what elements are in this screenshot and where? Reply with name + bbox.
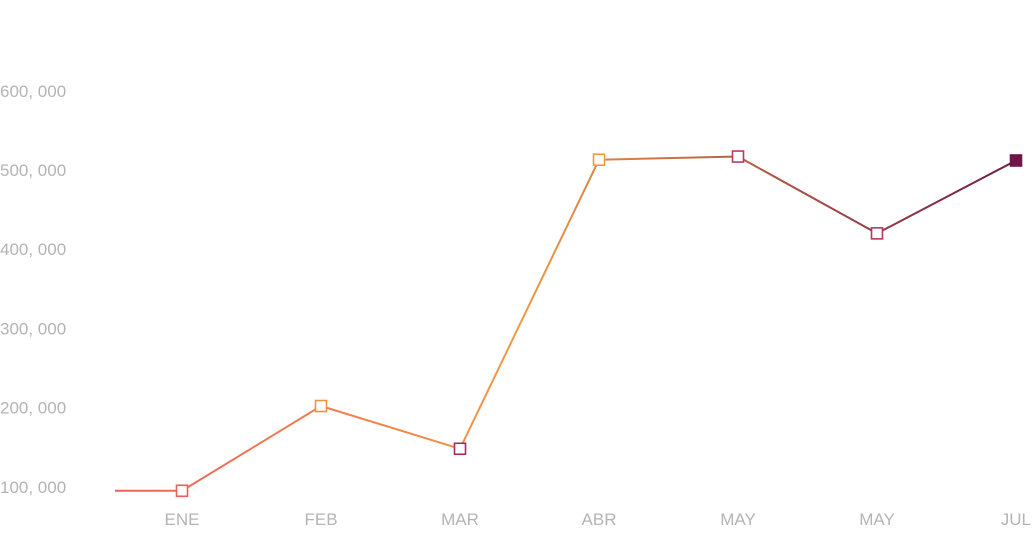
data-point-marker[interactable] [731, 150, 745, 163]
x-tick-label: FEB [304, 510, 337, 528]
x-tick-label: MAY [720, 510, 756, 528]
x-axis: ENE FEB MAR ABR MAY MAY JUL [165, 510, 1031, 529]
x-tick-label: JUL [1001, 510, 1031, 528]
y-tick-label: 400, 000 [0, 240, 66, 259]
y-tick-label: 500, 000 [0, 161, 66, 180]
data-point-marker[interactable] [314, 399, 328, 413]
series-line [115, 155, 1017, 492]
x-tick-label: ABR [582, 510, 617, 528]
x-tick-label: ENE [165, 510, 200, 528]
data-point-marker[interactable] [592, 153, 606, 167]
y-tick-label: 300, 000 [0, 319, 66, 338]
y-tick-label: 100, 000 [0, 478, 66, 497]
data-point-marker[interactable] [1009, 154, 1023, 167]
data-point-marker[interactable] [870, 227, 884, 240]
y-tick-label: 600, 000 [0, 82, 66, 101]
y-tick-label: 200, 000 [0, 399, 66, 418]
y-axis: 100, 000 200, 000 300, 000 400, 000 500, 000… [0, 82, 66, 497]
series-group [115, 155, 1017, 492]
x-tick-label: MAR [441, 510, 479, 528]
data-point-marker[interactable] [453, 442, 467, 456]
x-tick-label: MAY [859, 510, 895, 528]
data-point-marker[interactable] [175, 484, 189, 498]
markers-group [175, 150, 1023, 498]
